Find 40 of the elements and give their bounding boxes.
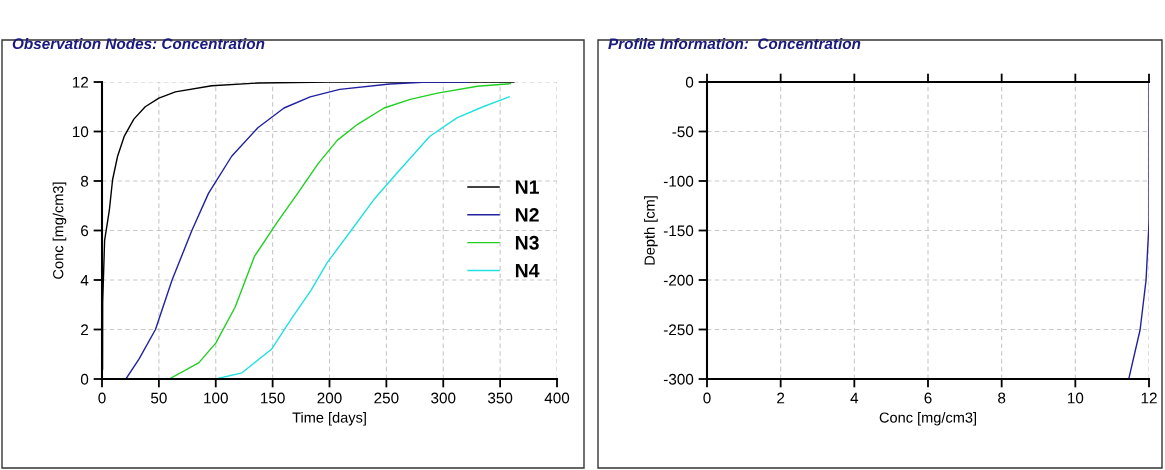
- y-tick-label: -300: [663, 373, 694, 385]
- y-tick-label: -50: [672, 126, 694, 138]
- y-tick-label: 12: [72, 76, 89, 88]
- x-axis-title: Time [days]: [292, 411, 366, 426]
- chart-title: Profile Information: Concentration: [608, 37, 861, 50]
- chart-title: Observation Nodes: Concentration: [12, 37, 265, 50]
- x-tick-label: 12: [1141, 392, 1157, 404]
- x-tick-label: 8: [998, 392, 1006, 404]
- x-tick-label: 6: [924, 392, 932, 404]
- x-tick-label: 150: [261, 392, 285, 404]
- x-tick-label: 400: [544, 392, 570, 404]
- legend-label: N4: [515, 263, 540, 278]
- x-tick-label: 250: [374, 392, 399, 404]
- x-tick-label: 4: [850, 392, 859, 404]
- y-tick-label: 2: [81, 324, 89, 336]
- y-tick-label: 10: [72, 126, 89, 138]
- y-axis-title: Conc [mg/cm3]: [52, 182, 67, 279]
- legend-label: N2: [515, 208, 539, 222]
- y-tick-label: 6: [81, 225, 89, 237]
- y-tick-label: 0: [685, 76, 694, 88]
- x-tick-label: 10: [1068, 392, 1084, 404]
- legend-label: N3: [515, 235, 539, 250]
- y-tick-label: 8: [80, 175, 89, 187]
- y-tick-label: -250: [663, 324, 694, 336]
- y-tick-label: 0: [80, 373, 89, 385]
- y-tick-label: -150: [663, 225, 694, 237]
- x-tick-label: 300: [431, 392, 456, 404]
- y-tick-label: -200: [663, 274, 694, 286]
- y-tick-label: -100: [663, 175, 694, 187]
- x-tick-label: 2: [777, 392, 785, 404]
- x-tick-label: 50: [150, 392, 167, 404]
- x-tick-label: 200: [317, 392, 342, 404]
- legend-label: N1: [515, 180, 539, 194]
- x-tick-label: 0: [98, 392, 106, 404]
- x-tick-label: 350: [487, 392, 513, 404]
- x-axis-title: Conc [mg/cm3]: [879, 411, 976, 426]
- y-axis-title: Depth [cm]: [644, 196, 658, 265]
- x-tick-label: 0: [703, 392, 711, 404]
- y-tick-label: 4: [80, 275, 89, 286]
- x-tick-label: 100: [204, 392, 228, 404]
